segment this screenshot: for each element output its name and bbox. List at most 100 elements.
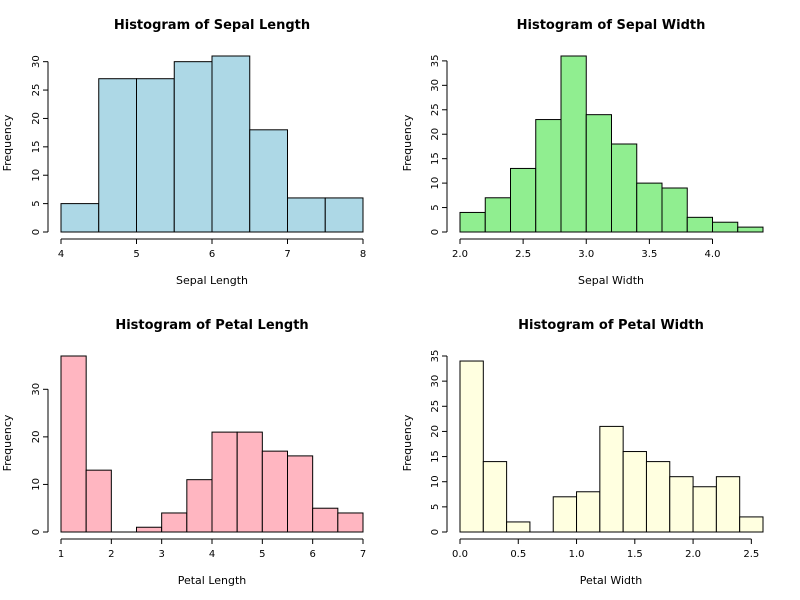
- x-axis-label: Petal Width: [580, 574, 643, 587]
- x-tick-label: 4: [209, 549, 215, 560]
- x-tick-label: 3: [158, 549, 164, 560]
- y-axis-label: Frequency: [401, 414, 414, 471]
- panel-petal-width: Histogram of Petal Width Petal Width Fre…: [401, 318, 764, 587]
- histogram-bar: [136, 78, 175, 233]
- histogram-bar: [249, 129, 288, 233]
- panel-petal-length: Histogram of Petal Length Petal Length F…: [1, 318, 366, 587]
- panel-sepal-width: Histogram of Sepal Width Sepal Width Fre…: [401, 18, 764, 287]
- histogram-bar: [261, 450, 289, 533]
- x-axis-label: Petal Length: [178, 574, 247, 587]
- y-tick-label: 10: [430, 475, 441, 488]
- histogram-bar: [636, 182, 663, 233]
- histogram-bar: [459, 360, 484, 533]
- chart-title: Histogram of Petal Width: [518, 318, 704, 333]
- histogram-bar: [585, 114, 612, 233]
- x-tick-label: 0.5: [510, 549, 526, 560]
- x-axis: 2.0 2.5 3.0 3.5 4.0: [452, 238, 721, 260]
- y-tick-label: 30: [430, 375, 441, 388]
- histogram-bar: [552, 496, 578, 533]
- histogram-bar: [136, 526, 163, 533]
- x-tick-label: 6: [309, 549, 315, 560]
- y-tick-label: 10: [430, 177, 441, 190]
- histogram-bar: [622, 451, 647, 533]
- x-tick-label: 7: [360, 549, 366, 560]
- histogram-bar: [535, 119, 562, 233]
- x-tick-label: 2.0: [685, 549, 701, 560]
- y-tick-label: 20: [430, 425, 441, 438]
- y-tick-label: 10: [31, 169, 42, 182]
- histogram-bar: [506, 521, 531, 533]
- x-tick-label: 3.0: [578, 249, 594, 260]
- histogram-bar: [686, 216, 713, 233]
- panel-sepal-length: Histogram of Sepal Length Sepal Length F…: [1, 18, 366, 287]
- chart-title: Histogram of Sepal Width: [517, 18, 706, 33]
- histogram-bar: [211, 431, 238, 533]
- x-tick-label: 0.0: [452, 549, 468, 560]
- x-tick-label: 1.0: [569, 549, 585, 560]
- histogram-bar: [287, 455, 314, 533]
- histogram-bar: [60, 203, 100, 233]
- histogram-bar: [692, 486, 717, 533]
- y-tick-label: 30: [31, 383, 42, 396]
- x-tick-label: 2.5: [743, 549, 759, 560]
- y-axis: 0 5 10 15 20 25 30 35: [430, 350, 448, 535]
- histogram-bar: [324, 197, 364, 233]
- histogram-bar: [312, 507, 339, 533]
- x-tick-label: 5: [259, 549, 265, 560]
- histogram-bar: [161, 512, 188, 533]
- y-axis-label: Frequency: [1, 414, 14, 471]
- y-tick-label: 15: [31, 140, 42, 153]
- x-tick-label: 1: [58, 549, 64, 560]
- x-tick-label: 7: [284, 249, 290, 260]
- x-axis: 1 2 3 4 5 6 7: [58, 538, 366, 560]
- y-axis: 0 10 20 30: [31, 383, 49, 535]
- histogram-bar: [484, 197, 511, 233]
- x-axis-label: Sepal Length: [176, 274, 248, 287]
- y-tick-label: 0: [430, 529, 441, 535]
- histogram-bar: [173, 61, 213, 233]
- chart-title: Histogram of Sepal Length: [114, 18, 310, 33]
- x-tick-label: 2.5: [515, 249, 531, 260]
- histogram-bar: [337, 512, 364, 533]
- x-tick-label: 8: [360, 249, 366, 260]
- histogram-bar: [85, 469, 112, 533]
- histogram-bar: [560, 55, 587, 233]
- y-tick-label: 10: [31, 478, 42, 491]
- x-tick-label: 2.0: [452, 249, 468, 260]
- x-tick-label: 4: [58, 249, 64, 260]
- y-axis: 0 5 10 15 20 25 30 35: [430, 55, 448, 235]
- y-tick-label: 0: [31, 529, 42, 535]
- x-tick-label: 4.0: [705, 249, 721, 260]
- histogram-bar: [510, 167, 537, 233]
- y-tick-label: 35: [430, 350, 441, 363]
- histogram-bar: [712, 221, 739, 233]
- y-tick-label: 0: [430, 229, 441, 235]
- y-tick-label: 25: [31, 84, 42, 97]
- bars: [459, 360, 764, 533]
- y-axis-label: Frequency: [401, 114, 414, 171]
- chart-title: Histogram of Petal Length: [115, 318, 308, 333]
- y-tick-label: 25: [430, 400, 441, 413]
- x-tick-label: 2: [108, 549, 114, 560]
- histogram-bar: [661, 187, 688, 233]
- histogram-bar: [715, 476, 741, 533]
- y-tick-label: 20: [430, 128, 441, 141]
- histogram-bar: [211, 55, 251, 233]
- y-tick-label: 15: [430, 152, 441, 165]
- x-tick-label: 3.5: [641, 249, 657, 260]
- bars: [60, 55, 364, 233]
- histogram-bar: [186, 479, 213, 533]
- histogram-bar: [611, 143, 638, 233]
- x-axis: 0.0 0.5 1.0 1.5 2.0 2.5: [452, 538, 759, 560]
- histogram-bar: [98, 78, 137, 233]
- histogram-bar: [287, 197, 326, 233]
- y-tick-label: 35: [430, 55, 441, 68]
- histogram-bar: [599, 425, 624, 533]
- y-tick-label: 25: [430, 103, 441, 116]
- histogram-bar: [739, 516, 764, 533]
- histogram-bar: [645, 461, 671, 533]
- y-tick-label: 5: [430, 504, 441, 510]
- y-tick-label: 5: [31, 200, 42, 206]
- histogram-bar: [482, 461, 508, 533]
- y-tick-label: 30: [430, 79, 441, 92]
